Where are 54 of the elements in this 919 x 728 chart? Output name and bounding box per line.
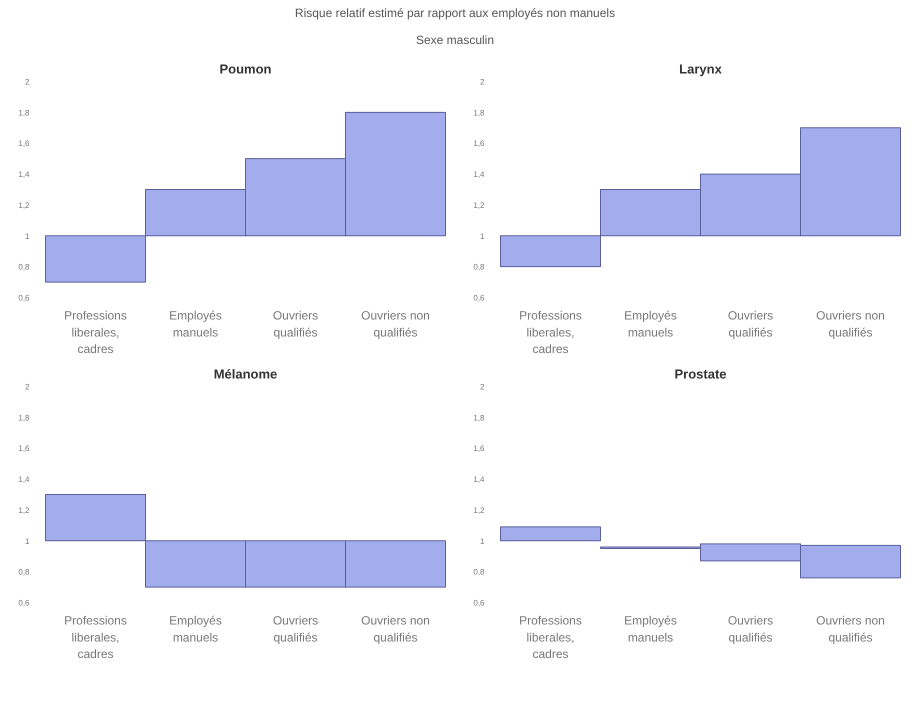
text: Sexe masculin — [416, 32, 494, 50]
y-tick-label: 1,2 — [18, 506, 30, 516]
y-tick-label: 0,6 — [18, 294, 30, 303]
y-tick-label: 1,4 — [473, 475, 486, 484]
y-tick-label: 1,8 — [18, 414, 30, 423]
x-tick-label: Ouvriers qualifiés — [272, 308, 318, 340]
y-tick-label: 0,6 — [18, 598, 30, 608]
y-tick-label: 1,6 — [18, 444, 30, 454]
y-tick-label: 1,6 — [18, 139, 30, 148]
y-tick-label: 1 — [480, 537, 486, 546]
x-tick-label: Professions liberales, cadres — [519, 614, 582, 662]
text: Risque relatif estimé par rapport aux employés non manuels — [294, 5, 616, 22]
x-tick-label: Ouvriers non qualifiés — [361, 614, 430, 645]
y-tick-label: 1,2 — [18, 201, 30, 210]
y-tick-label: 1,2 — [473, 506, 486, 516]
x-tick-label: Employés manuels — [624, 614, 677, 645]
y-tick-label: 0,8 — [18, 262, 30, 272]
y-tick-label: 1,8 — [473, 414, 486, 423]
x-tick-label: Professions liberales, cadres — [64, 614, 127, 662]
x-tick-label: Professions liberales, cadres — [519, 308, 582, 356]
y-tick-label: 0,8 — [18, 568, 30, 577]
y-tick-label: 2 — [25, 382, 30, 392]
y-tick-label: 1,8 — [473, 108, 486, 118]
y-tick-label: 1 — [480, 232, 486, 242]
y-tick-label: 2 — [480, 382, 486, 392]
x-tick-label: Ouvriers non qualifiés — [816, 614, 885, 645]
y-tick-label: 1,6 — [473, 444, 486, 454]
y-tick-label: 1,2 — [473, 201, 486, 210]
y-tick-label: 2 — [25, 78, 30, 87]
y-tick-label: 0,8 — [473, 568, 486, 577]
y-tick-label: 1,4 — [18, 170, 30, 180]
chart-title: Prostate — [674, 366, 727, 382]
y-tick-label: 0,6 — [473, 294, 486, 303]
x-tick-label: Ouvriers non qualifiés — [361, 308, 430, 340]
y-tick-label: 1 — [25, 232, 30, 242]
x-tick-label: Employés manuels — [169, 614, 222, 645]
y-tick-label: 1 — [25, 537, 30, 546]
chart-title: Poumon — [220, 62, 272, 77]
chart-title: Larynx — [679, 62, 723, 77]
y-tick-label: 1,8 — [18, 108, 30, 118]
y-tick-label: 1,4 — [473, 170, 486, 180]
x-tick-label: Ouvriers qualifiés — [728, 308, 774, 340]
chart-title: Mélanome — [214, 366, 278, 382]
y-tick-label: 1,4 — [18, 475, 30, 484]
y-tick-label: 0,6 — [473, 598, 486, 608]
x-tick-label: Ouvriers non qualifiés — [816, 308, 885, 340]
y-tick-label: 1,6 — [473, 139, 486, 148]
x-tick-label: Professions liberales, cadres — [64, 308, 127, 356]
y-tick-label: 2 — [480, 78, 486, 87]
x-tick-label: Employés manuels — [169, 308, 222, 340]
y-tick-label: 0,8 — [473, 262, 486, 272]
x-tick-label: Ouvriers qualifiés — [728, 614, 774, 645]
x-tick-label: Ouvriers qualifiés — [272, 614, 318, 645]
x-tick-label: Employés manuels — [624, 308, 677, 340]
